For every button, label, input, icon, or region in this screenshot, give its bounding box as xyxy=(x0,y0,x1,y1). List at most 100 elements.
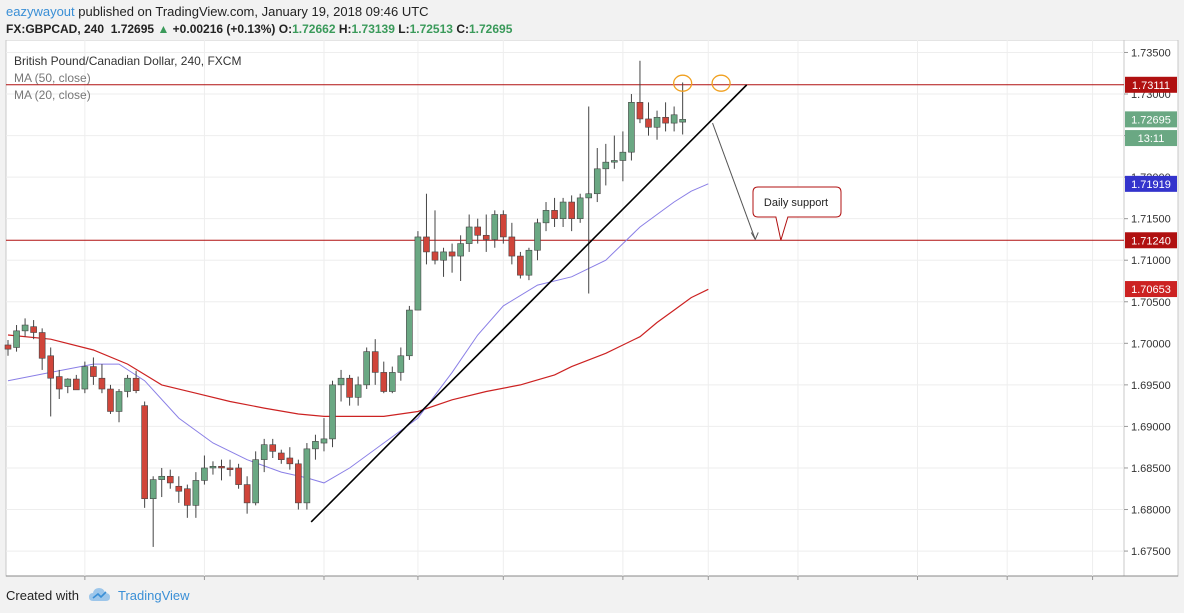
candle xyxy=(201,455,208,485)
candle-body xyxy=(645,118,652,128)
candle-body xyxy=(448,251,456,257)
candle xyxy=(380,361,388,394)
price-label-box xyxy=(1125,76,1177,93)
candle xyxy=(440,247,447,277)
candle xyxy=(517,251,524,279)
y-tick-label: 1.67500 xyxy=(1131,546,1171,558)
candle xyxy=(670,106,678,132)
y-tick-label: 1.69500 xyxy=(1131,380,1171,392)
candle xyxy=(388,366,396,394)
candle-body xyxy=(107,388,114,412)
x-tick-labels: 481014:00151714:00222414:0029 xyxy=(84,576,1094,580)
author-link[interactable]: eazywayout xyxy=(6,4,75,19)
price-axis[interactable] xyxy=(1123,40,1179,577)
candle-body xyxy=(380,372,388,392)
candle-body xyxy=(346,377,353,398)
last-price: 1.72695 xyxy=(110,22,155,36)
candle-body xyxy=(295,463,302,504)
candle xyxy=(611,135,618,169)
candle-body xyxy=(337,377,345,386)
price-label-text: 1.72695 xyxy=(1131,114,1171,126)
candle xyxy=(542,202,550,232)
candle xyxy=(107,384,114,414)
legend: British Pound/Canadian Dollar, 240, FXCM… xyxy=(14,54,241,102)
candle-body xyxy=(653,116,661,128)
candle xyxy=(576,193,584,223)
candle xyxy=(397,347,405,381)
candle-body xyxy=(141,405,148,500)
legend-title: British Pound/Canadian Dollar, 240, FXCM xyxy=(14,54,241,68)
candle-body xyxy=(568,201,575,219)
candle-body xyxy=(158,475,166,480)
candle xyxy=(260,438,268,473)
horizontal-lines xyxy=(6,84,1124,241)
candle xyxy=(414,231,422,311)
candle-body xyxy=(269,444,277,452)
candle-body xyxy=(243,484,251,504)
candle xyxy=(4,339,12,356)
candle-body xyxy=(252,459,259,504)
candle xyxy=(320,418,328,452)
price-label-box xyxy=(1125,175,1177,192)
candle xyxy=(55,369,63,399)
y-tick-label: 1.69000 xyxy=(1131,421,1171,433)
candle xyxy=(653,110,661,140)
trendline xyxy=(310,84,748,523)
candle-body xyxy=(371,351,379,373)
projection-arrow-line xyxy=(712,122,756,240)
candle xyxy=(337,369,345,402)
moving-averages xyxy=(7,183,709,484)
price-label-text: 1.71919 xyxy=(1131,179,1171,191)
candle-body xyxy=(286,457,294,465)
candle-body xyxy=(500,214,507,238)
candle xyxy=(354,376,362,406)
price-label-box xyxy=(1125,130,1177,147)
candle-body xyxy=(525,249,533,276)
candle-body xyxy=(457,243,464,257)
arrow-head-icon xyxy=(750,232,759,241)
candle-body xyxy=(47,355,55,379)
close-value: 1.72695 xyxy=(468,22,513,36)
candle xyxy=(175,476,183,503)
chart-header: eazywayout published on TradingView.com,… xyxy=(0,0,1184,40)
candle xyxy=(30,320,37,340)
price-label-box xyxy=(1125,111,1177,128)
candle-body xyxy=(517,255,524,276)
candle-body xyxy=(98,377,106,390)
ma50-line xyxy=(7,288,709,417)
tradingview-link[interactable]: TradingView xyxy=(118,588,190,603)
candle xyxy=(431,210,439,265)
candle xyxy=(277,449,285,464)
candle-body xyxy=(192,480,200,506)
quote-line: FX:GBPCAD, 240 1.72695 ▲ +0.00216 (+0.13… xyxy=(6,22,512,36)
candle xyxy=(243,476,251,514)
y-tick-label: 1.71500 xyxy=(1131,214,1171,226)
low-label: L: xyxy=(398,22,410,36)
candle xyxy=(252,451,259,506)
candle xyxy=(551,197,558,227)
candle xyxy=(312,434,319,460)
price-label-box xyxy=(1125,232,1177,249)
callout-bubble xyxy=(752,186,842,241)
candle-body xyxy=(175,485,183,492)
candle-body xyxy=(312,441,319,450)
candle-body xyxy=(260,444,268,460)
candle xyxy=(525,247,533,281)
symbol: FX:GBPCAD, 240 xyxy=(6,22,105,36)
price-label-text: 1.70653 xyxy=(1131,284,1171,296)
price-chart[interactable]: 1.735001.730001.725001.720001.715001.710… xyxy=(0,40,1184,580)
created-with-text: Created with xyxy=(6,588,79,603)
candle xyxy=(295,459,302,510)
candle xyxy=(491,210,499,248)
legend-ma50: MA (50, close) xyxy=(14,71,91,85)
highlight-circle-icon xyxy=(673,74,693,92)
candle xyxy=(184,484,191,518)
y-tick-label: 1.70000 xyxy=(1131,338,1171,350)
candle xyxy=(474,218,482,244)
candle xyxy=(38,328,46,370)
y-tick-label: 1.73500 xyxy=(1131,47,1171,59)
candle-body xyxy=(576,197,584,219)
candle-body xyxy=(149,479,157,500)
plot-area[interactable] xyxy=(5,40,1125,577)
daily-support-callout[interactable]: Daily support xyxy=(752,186,842,241)
